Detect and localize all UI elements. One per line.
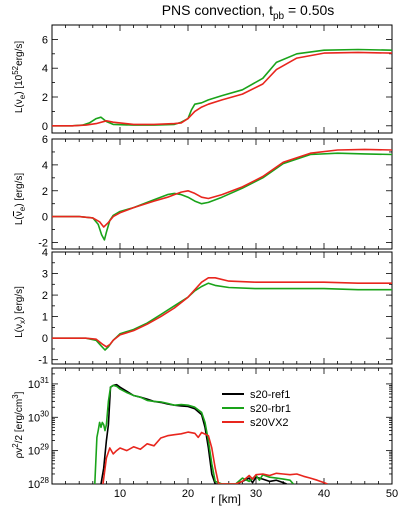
y-tick-label: 1: [42, 312, 48, 324]
x-axis-label: r [km]: [211, 492, 241, 506]
panel-3: L(νx) [erg/s] -1 0 1 2 3 4: [14, 247, 393, 367]
series-line-s20-rbr1: [52, 152, 392, 241]
panel-1: L(νe) [1052erg/s] 0 2 4 6: [11, 24, 393, 134]
plot-frame: [51, 251, 393, 365]
y-tick-label: -2: [38, 238, 48, 250]
y-tick-label: 6: [42, 34, 48, 46]
series-line-s20-rbr1: [52, 282, 392, 351]
y-tick-label: 0: [42, 121, 48, 133]
y-tick-label: 1029: [28, 443, 50, 458]
panel-4: ρv2/2 [erg/cm3] 10 20 30 40 50 1028 1029 1030 10…: [11, 367, 398, 500]
title-main: PNS convection, t: [162, 2, 273, 18]
figure-title: PNS convection, tpb = 0.50s: [162, 2, 335, 22]
y-tick-label: -1: [38, 355, 48, 367]
title-rest: = 0.50s: [284, 2, 334, 18]
legend: s20-ref1 s20-rbr1 s20VX2: [222, 389, 291, 429]
y-tick-label: 4: [42, 63, 48, 75]
legend-label: s20VX2: [250, 417, 289, 429]
series-line-s20VX2: [52, 51, 392, 127]
panel-2: L(νe) [erg/s] -2 0 2 4 6: [14, 134, 393, 250]
plot-frame: [51, 138, 393, 250]
y-tick-label: 2: [42, 92, 48, 104]
panel-1-ylabel: L(νe) [1052erg/s]: [11, 41, 27, 114]
legend-label: s20-rbr1: [250, 403, 291, 415]
legend-label: s20-ref1: [250, 389, 290, 401]
panel-4-ylabel: ρv2/2 [erg/cm3]: [11, 391, 25, 458]
svg-text:ρv2/2 [erg/cm3]: ρv2/2 [erg/cm3]: [11, 391, 25, 458]
x-tick-label: 20: [182, 488, 194, 500]
y-tick-label: 2: [42, 186, 48, 198]
series-line-s20-ref1: [100, 383, 287, 484]
y-tick-label: 6: [42, 134, 48, 146]
x-tick-label: 30: [250, 488, 262, 500]
series-line-s20VX2: [102, 431, 328, 484]
svg-text:L(νe) [erg/s]: L(νe) [erg/s]: [14, 173, 27, 225]
plot-frame: [51, 367, 393, 485]
x-tick-label: 10: [114, 488, 126, 500]
x-tick-label: 50: [386, 488, 398, 500]
y-tick-label: 1030: [28, 409, 50, 424]
series-line-s20VX2: [52, 148, 392, 228]
panel-3-ylabel: L(νx) [erg/s]: [14, 286, 27, 338]
y-tick-label: 0: [42, 333, 48, 345]
y-tick-label: 2: [42, 290, 48, 302]
y-tick-label: 4: [42, 247, 48, 259]
y-tick-label: 0: [42, 212, 48, 224]
series-line-s20VX2: [52, 277, 392, 348]
y-tick-label: 1031: [28, 376, 50, 391]
y-tick-label: 4: [42, 160, 48, 172]
svg-text:L(νx) [erg/s]: L(νx) [erg/s]: [14, 286, 27, 338]
panel-2-ylabel: L(νe) [erg/s]: [14, 173, 27, 225]
plot-frame: [51, 24, 393, 134]
x-tick-label: 40: [318, 488, 330, 500]
title-subscript: pb: [273, 11, 285, 22]
svg-text:L(νe) [1052erg/s]: L(νe) [1052erg/s]: [11, 41, 27, 114]
y-tick-label: 3: [42, 269, 48, 281]
series-line-s20-rbr1: [52, 48, 392, 127]
y-tick-label: 1028: [28, 476, 50, 491]
